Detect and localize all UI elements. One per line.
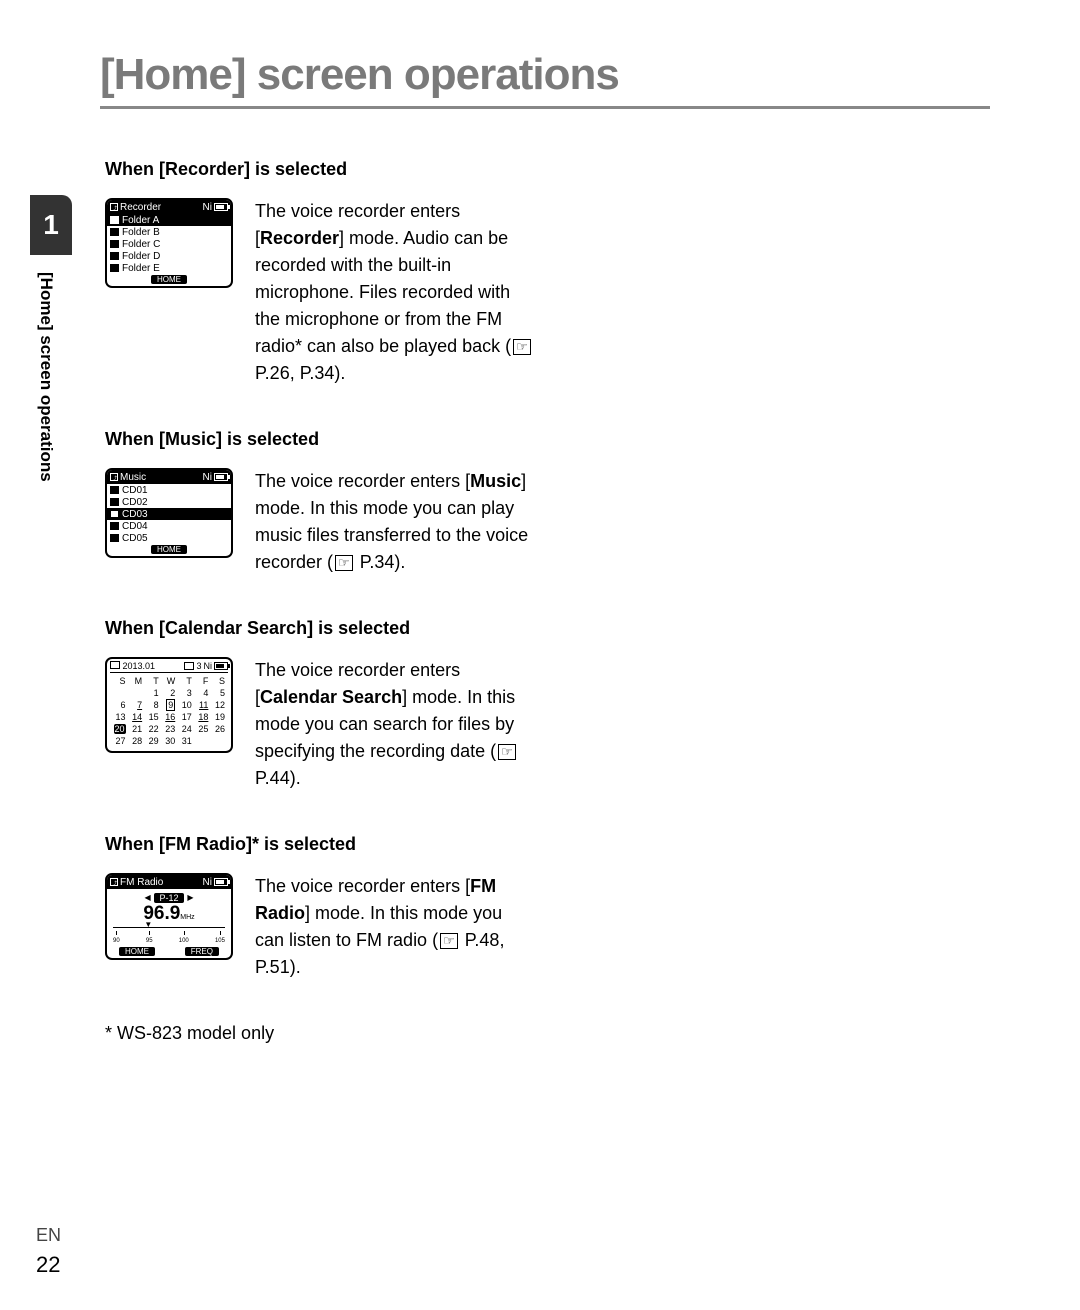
folder-icon [110, 498, 119, 506]
section-fmradio: When [FM Radio]* is selected ⤴FM Radio N… [105, 834, 535, 981]
screenshot-recorder: ⤴Recorder Ni Folder AFolder BFolder CFol… [105, 198, 233, 288]
list-item: Folder C [107, 238, 231, 250]
screenshot-music: ⤴Music Ni CD01CD02CD03CD04CD05 HOME [105, 468, 233, 558]
folder-icon [110, 252, 119, 260]
chapter-tab: 1 [30, 195, 72, 255]
fm-tick: 95 [146, 938, 153, 944]
desc-music: The voice recorder enters [Music] mode. … [255, 468, 535, 576]
desc-fmradio: The voice recorder enters [FM Radio] mod… [255, 873, 535, 981]
heading-music: When [Music] is selected [105, 429, 535, 450]
battery-icon [214, 473, 228, 481]
home-icon: ⤴ [110, 203, 118, 211]
freq-button: FREQ [185, 947, 219, 956]
home-icon: ⤴ [110, 878, 118, 886]
ref-icon: ☞ [440, 933, 458, 949]
heading-fmradio: When [FM Radio]* is selected [105, 834, 535, 855]
list-item: Folder D [107, 250, 231, 262]
heading-calendar: When [Calendar Search] is selected [105, 618, 535, 639]
list-item: CD02 [107, 496, 231, 508]
fm-marker-icon: ▼ [144, 920, 152, 929]
footnote: * WS-823 model only [105, 1023, 535, 1044]
page-title: [Home] screen operations [100, 50, 990, 100]
home-button: HOME [151, 275, 187, 284]
section-music: When [Music] is selected ⤴Music Ni CD01C… [105, 429, 535, 576]
folder-icon [110, 228, 119, 236]
fm-tick: 105 [215, 938, 225, 944]
folder-icon [110, 216, 119, 224]
ref-icon: ☞ [513, 339, 531, 355]
battery-icon [214, 878, 228, 886]
fm-tick: 100 [179, 938, 189, 944]
folder-icon [110, 534, 119, 542]
desc-recorder: The voice recorder enters [Recorder] mod… [255, 198, 535, 387]
folder-icon [110, 264, 119, 272]
desc-calendar: The voice recorder enters [Calendar Sear… [255, 657, 535, 792]
section-calendar: When [Calendar Search] is selected 2013.… [105, 618, 535, 792]
fm-preset: P-12 [154, 893, 183, 903]
list-item: Folder B [107, 226, 231, 238]
list-item: Folder E [107, 262, 231, 274]
ref-icon: ☞ [498, 744, 516, 760]
list-item: CD01 [107, 484, 231, 496]
ref-icon: ☞ [335, 555, 353, 571]
home-button: HOME [119, 947, 155, 956]
folder-icon [110, 240, 119, 248]
fm-tick: 90 [113, 938, 120, 944]
list-item: Folder A [107, 214, 231, 226]
battery-icon [214, 203, 228, 211]
section-recorder: When [Recorder] is selected ⤴Recorder Ni… [105, 159, 535, 387]
home-icon: ⤴ [110, 473, 118, 481]
folder-icon [110, 522, 119, 530]
folder-icon [110, 486, 119, 494]
screenshot-fmradio: ⤴FM Radio Ni P-12 96.9MHz ▼ 9095100105 H… [105, 873, 233, 960]
battery-icon [214, 662, 228, 670]
list-item: CD04 [107, 520, 231, 532]
folder-icon [110, 510, 119, 518]
card-icon [184, 662, 194, 670]
card-icon [110, 661, 120, 669]
title-divider [100, 106, 990, 109]
heading-recorder: When [Recorder] is selected [105, 159, 535, 180]
fm-frequency: 96.9MHz [113, 904, 225, 923]
list-item: CD03 [107, 508, 231, 520]
list-item: CD05 [107, 532, 231, 544]
home-button: HOME [151, 545, 187, 554]
side-label: [Home] screen operations [42, 272, 62, 492]
screenshot-calendar: 2013.01 3 Ni SMTWTFS12345678910111213141… [105, 657, 233, 753]
page-footer: EN 22 [36, 1225, 61, 1278]
